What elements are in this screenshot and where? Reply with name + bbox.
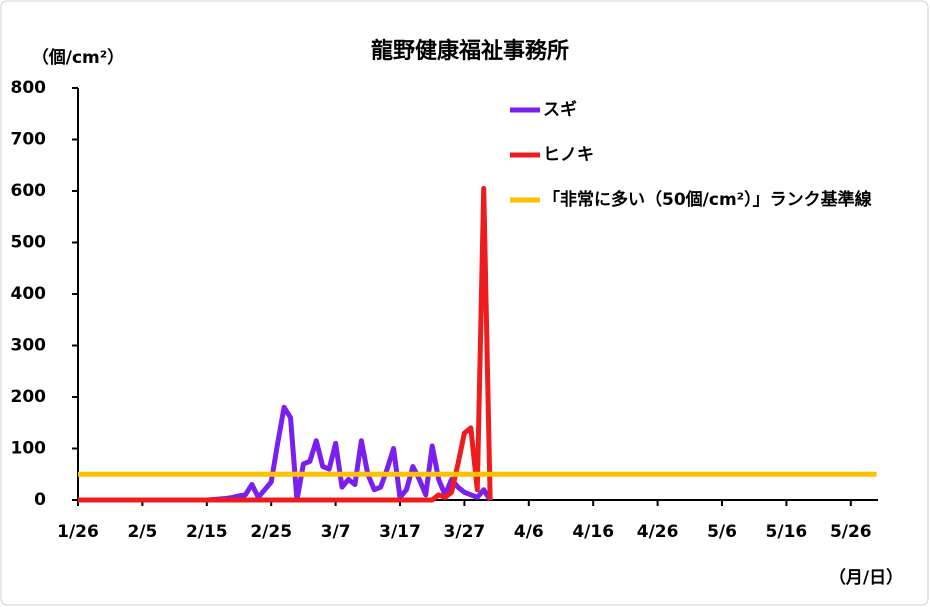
y-tick-label: 200 xyxy=(11,387,47,407)
x-axis-label: （月/日） xyxy=(829,567,903,588)
y-tick-label: 700 xyxy=(11,130,47,150)
x-tick-label: 3/7 xyxy=(321,522,351,542)
y-axis-label: （個/cm²） xyxy=(32,47,124,68)
x-tick-label: 5/26 xyxy=(830,522,872,542)
y-tick-label: 800 xyxy=(11,78,47,98)
legend-label: 「非常に多い（50個/cm²）」ランク基準線 xyxy=(543,189,872,210)
x-tick-label: 3/17 xyxy=(379,522,421,542)
x-tick-label: 5/16 xyxy=(766,522,808,542)
y-tick-label: 300 xyxy=(11,336,47,356)
x-tick-label: 5/6 xyxy=(707,522,737,542)
y-tick-label: 600 xyxy=(11,181,47,201)
y-tick-label: 0 xyxy=(34,490,46,510)
x-tick-label: 2/15 xyxy=(186,522,228,542)
x-tick-label: 4/26 xyxy=(637,522,679,542)
y-tick-label: 500 xyxy=(11,233,47,253)
x-tick-label: 2/25 xyxy=(250,522,292,542)
legend-label: スギ xyxy=(543,100,577,120)
x-tick-label: 3/27 xyxy=(444,522,486,542)
y-tick-label: 100 xyxy=(11,439,47,459)
x-tick-label: 2/5 xyxy=(127,522,157,542)
x-tick-label: 4/16 xyxy=(572,522,614,542)
series-line xyxy=(78,185,493,503)
legend-label: ヒノキ xyxy=(543,145,594,165)
y-tick-label: 400 xyxy=(11,284,47,304)
x-tick-label: 4/6 xyxy=(514,522,544,542)
x-tick-label: 1/26 xyxy=(57,522,99,542)
chart-title: 龍野健康福祉事務所 xyxy=(371,38,569,64)
